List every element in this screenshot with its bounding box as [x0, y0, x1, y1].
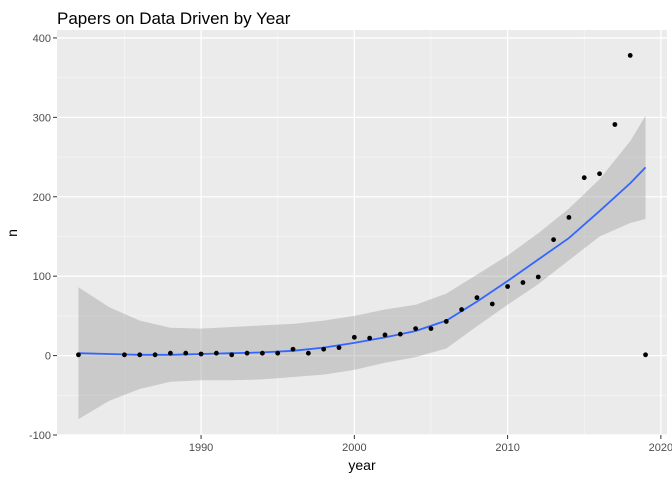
- data-point: [198, 351, 204, 357]
- data-point: [428, 326, 434, 331]
- data-point: [76, 352, 81, 358]
- y-axis-ticks: -100 0 100 200 300 400: [29, 33, 57, 442]
- y-tick-label: 300: [33, 112, 51, 124]
- data-point: [643, 352, 648, 358]
- data-point: [367, 335, 373, 341]
- y-axis-title: n: [4, 229, 20, 237]
- data-point: [535, 274, 541, 280]
- y-tick-label: 200: [33, 192, 51, 204]
- plot-panel: [57, 30, 667, 435]
- confidence-band-layer: [78, 115, 646, 420]
- confidence-band: [78, 115, 646, 420]
- x-axis-ticks: 1990 2000 2010 2020: [189, 435, 672, 454]
- data-point: [244, 350, 250, 356]
- data-point: [382, 332, 388, 338]
- data-point: [627, 53, 633, 58]
- x-axis-title: year: [348, 457, 376, 473]
- data-point: [443, 319, 449, 324]
- data-point: [152, 352, 158, 358]
- data-point: [137, 352, 143, 358]
- x-tick-label: 2020: [649, 442, 672, 454]
- data-point: [321, 346, 327, 352]
- x-tick-label: 2000: [342, 442, 366, 454]
- data-point: [213, 350, 219, 356]
- data-point: [351, 334, 357, 340]
- data-point: [551, 237, 556, 243]
- chart-title: Papers on Data Driven by Year: [57, 9, 291, 28]
- data-point: [290, 346, 296, 352]
- data-point: [229, 352, 235, 358]
- y-tick-label: 100: [33, 271, 51, 283]
- data-point: [505, 284, 511, 289]
- data-point: [413, 326, 419, 331]
- data-point: [336, 345, 342, 351]
- data-point: [168, 350, 173, 356]
- grid-minor: [57, 30, 667, 435]
- data-points-layer: [76, 53, 648, 358]
- data-point: [122, 352, 127, 358]
- data-point: [581, 175, 587, 181]
- data-point: [474, 295, 480, 301]
- data-point: [459, 307, 465, 312]
- y-tick-label: 400: [33, 33, 51, 45]
- data-point: [259, 350, 265, 356]
- x-tick-label: 1990: [189, 442, 213, 454]
- data-point: [520, 280, 526, 285]
- data-point: [597, 171, 602, 177]
- data-point: [489, 301, 495, 307]
- data-point: [397, 331, 403, 337]
- data-point: [275, 350, 281, 356]
- x-tick-label: 2010: [495, 442, 519, 454]
- data-point: [305, 350, 311, 356]
- data-point: [183, 350, 189, 356]
- data-point: [612, 122, 618, 127]
- y-tick-label: -100: [29, 430, 51, 442]
- data-point: [566, 215, 572, 220]
- y-tick-label: 0: [45, 351, 51, 363]
